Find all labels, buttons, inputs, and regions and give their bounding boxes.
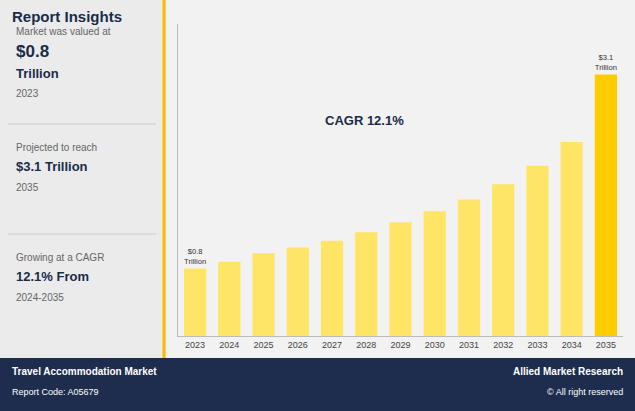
svg-text:Trillion: Trillion bbox=[16, 66, 59, 81]
svg-text:Allied Market Research: Allied Market Research bbox=[513, 366, 623, 377]
svg-text:2031: 2031 bbox=[459, 340, 479, 350]
svg-text:12.1% From: 12.1% From bbox=[16, 269, 89, 284]
svg-text:2025: 2025 bbox=[254, 340, 274, 350]
svg-text:2035: 2035 bbox=[596, 340, 616, 350]
svg-text:2029: 2029 bbox=[390, 340, 410, 350]
svg-text:Report Insights: Report Insights bbox=[12, 8, 122, 25]
svg-text:2028: 2028 bbox=[356, 340, 376, 350]
svg-text:2027: 2027 bbox=[322, 340, 342, 350]
svg-text:$3.1Trillion: $3.1Trillion bbox=[595, 53, 617, 72]
svg-text:$0.8: $0.8 bbox=[16, 42, 49, 61]
svg-text:2033: 2033 bbox=[527, 340, 547, 350]
svg-text:$0.8Trillion: $0.8Trillion bbox=[184, 247, 206, 266]
svg-text:2035: 2035 bbox=[16, 182, 39, 193]
svg-text:2023: 2023 bbox=[16, 88, 39, 99]
svg-text:Growing at a CAGR: Growing at a CAGR bbox=[16, 252, 104, 263]
svg-text:© All right reserved: © All right reserved bbox=[547, 387, 623, 397]
svg-text:Report Code: A05679: Report Code: A05679 bbox=[12, 387, 99, 397]
svg-text:CAGR 12.1%: CAGR 12.1% bbox=[325, 113, 404, 128]
svg-text:Market was valued at: Market was valued at bbox=[16, 26, 111, 37]
svg-text:2034: 2034 bbox=[562, 340, 582, 350]
svg-text:2023: 2023 bbox=[185, 340, 205, 350]
svg-text:2032: 2032 bbox=[493, 340, 513, 350]
svg-text:2024: 2024 bbox=[219, 340, 239, 350]
svg-text:$3.1 Trillion: $3.1 Trillion bbox=[16, 159, 88, 174]
svg-text:2026: 2026 bbox=[288, 340, 308, 350]
svg-text:Travel Accommodation Market: Travel Accommodation Market bbox=[12, 366, 157, 377]
svg-text:2024-2035: 2024-2035 bbox=[16, 292, 64, 303]
svg-text:2030: 2030 bbox=[425, 340, 445, 350]
svg-text:Projected to reach: Projected to reach bbox=[16, 142, 97, 153]
